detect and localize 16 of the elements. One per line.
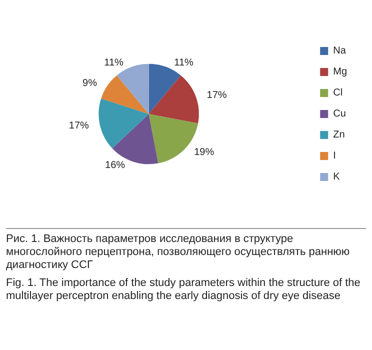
data-label: 16% xyxy=(105,160,126,172)
text: Рис. 1. Важность параметров исследования в структуре многослойного перцептрона, позволяющего осуществлять раннюю диагностику ССГ xyxy=(6,233,351,272)
legend-label: K xyxy=(333,172,340,182)
data-label: 19% xyxy=(194,146,214,158)
legend-label: Cu xyxy=(333,108,346,120)
data-label: 11% xyxy=(174,58,194,69)
data-label: 17% xyxy=(206,90,227,102)
caption: Fig. 1. The importance of the study parameters within the structure of the multilayer perceptron enabling the early diagnosis of dry eye disease xyxy=(6,277,362,303)
legend-label: I xyxy=(333,150,336,162)
data-label: 17% xyxy=(68,120,90,132)
data-label: 9% xyxy=(82,78,98,90)
legend-label: Mg xyxy=(333,66,348,78)
data-label: 11% xyxy=(104,58,124,69)
legend-label: Na xyxy=(333,46,346,56)
legend-label: Cl xyxy=(333,88,343,98)
legend-label: Zn xyxy=(333,130,345,140)
